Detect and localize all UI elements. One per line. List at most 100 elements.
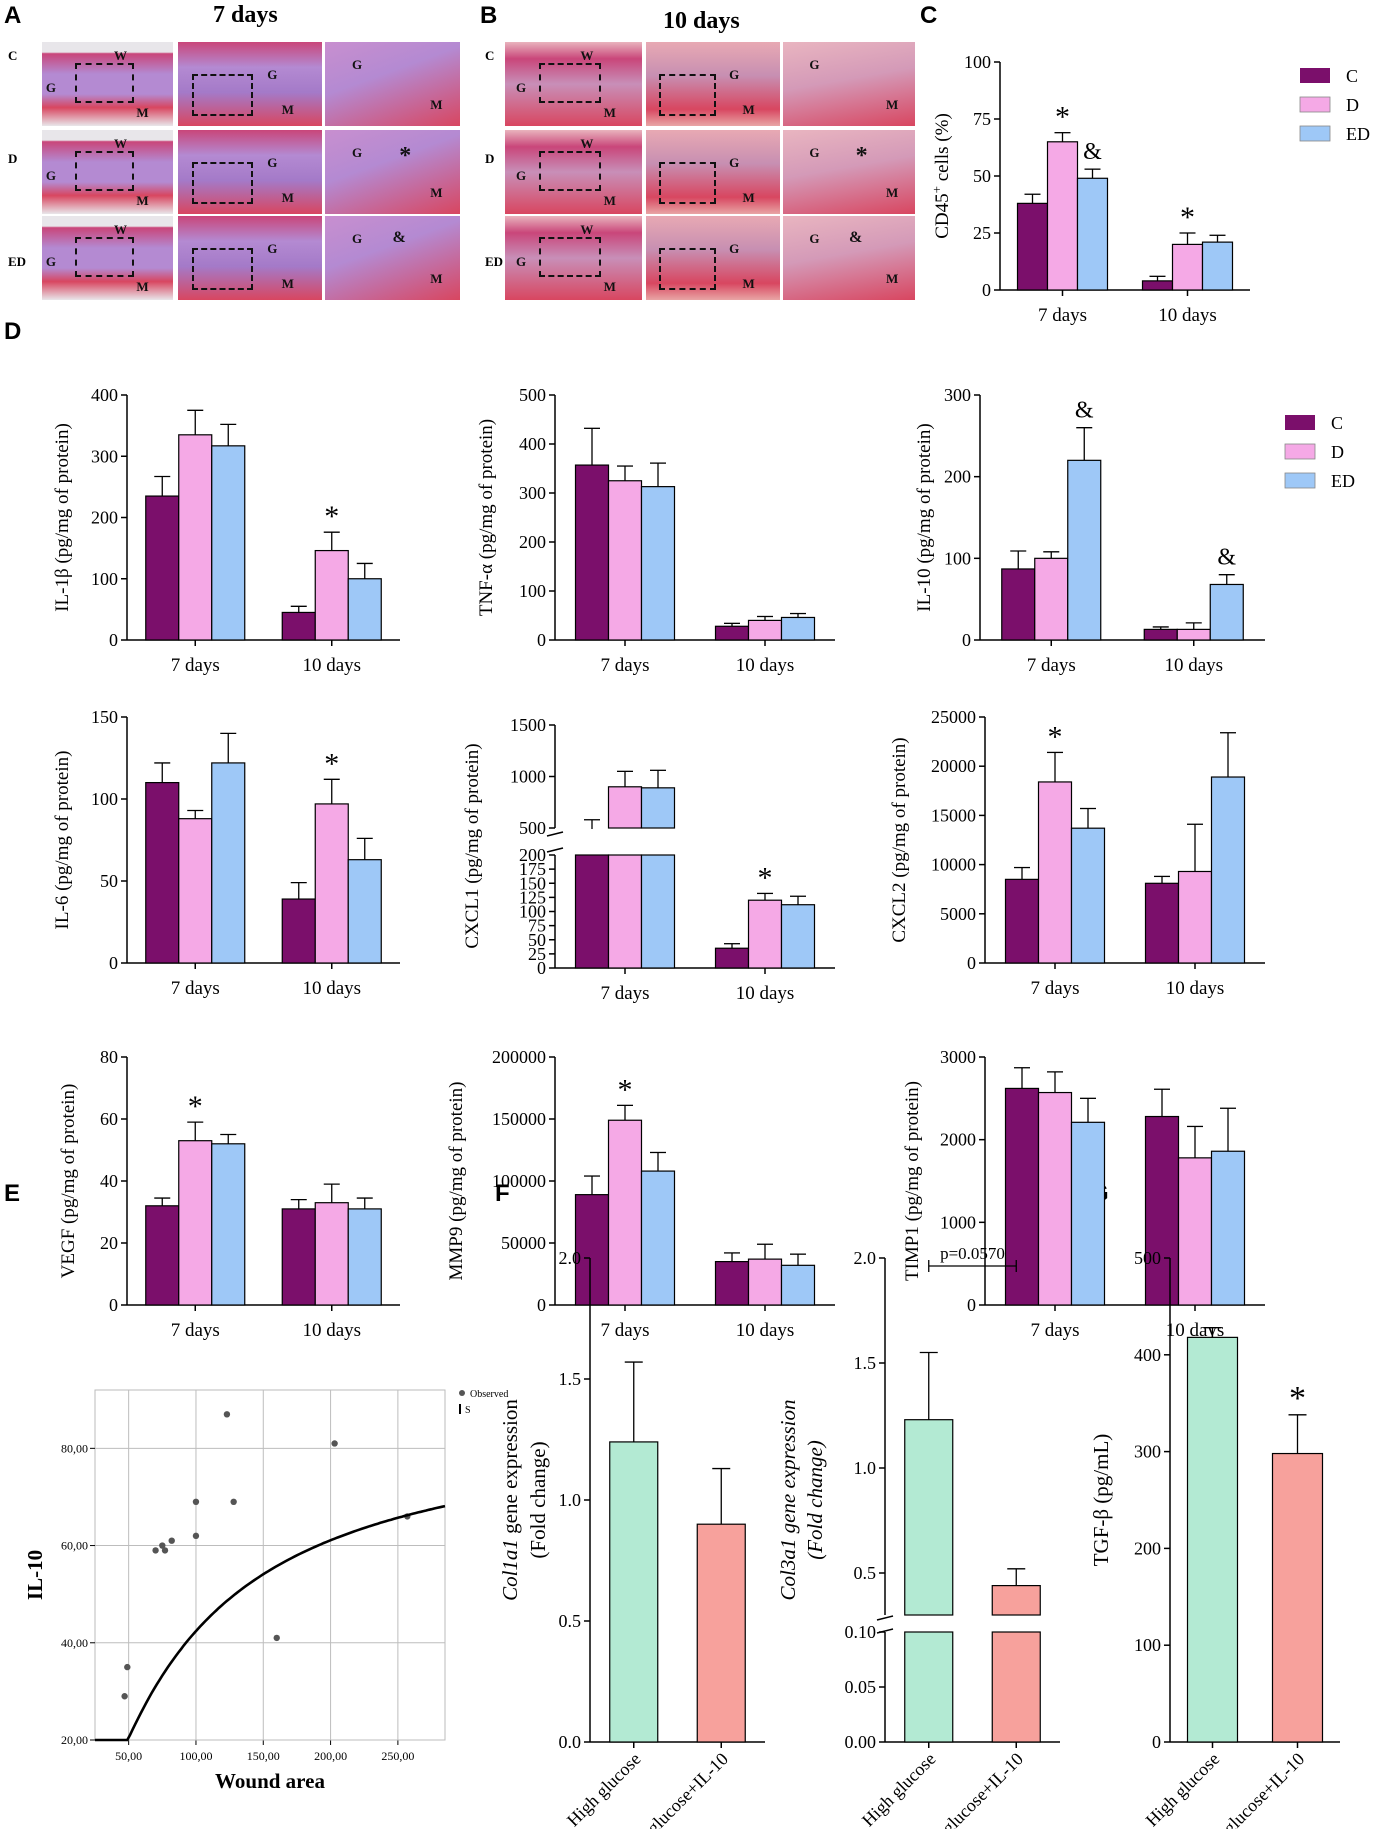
histology-panel-b-d-3: G M *: [783, 130, 915, 214]
F_col1a1-xtick-label-0: High glucose: [563, 1749, 645, 1829]
D_timp1-ytick-label-1000: 1000: [940, 1212, 976, 1232]
D_vegf-bar-D-0: [178, 1140, 213, 1306]
C_cd45-bar-D-1: [1171, 243, 1204, 291]
D_il6-annotation-0: *: [324, 747, 339, 780]
D_cxcl1-bar-upper-ED-0: [640, 787, 676, 829]
C_cd45-bar-ED-1: [1201, 241, 1234, 291]
histology-panel-b-ed-1: W G M: [505, 216, 642, 300]
C_cd45-bar-C-0: [1016, 202, 1049, 291]
D_cxcl1-ytick-label-up-500: 500: [519, 818, 546, 838]
D_cxcl1-ytick-label-up-1000: 1000: [510, 767, 546, 787]
D_vegf-annotation-0: *: [188, 1090, 203, 1123]
histology-b-ed-2-zoom-box: [659, 247, 716, 290]
scatter-legend-observed-marker: [459, 1390, 465, 1396]
C_cd45-bar-D-0: [1046, 141, 1079, 291]
histology-b-ed-2-label-m: M: [742, 276, 755, 292]
histology-row-label-b-ed: ED: [485, 254, 504, 269]
scatter-legend-fit-label: S: [465, 1405, 471, 1416]
D_mmp9-ytick-label-0: 0: [537, 1295, 546, 1315]
D_mmp9-xtick-label-0: 7 days: [600, 1320, 649, 1341]
D_vegf-ytick-label-60: 60: [100, 1109, 118, 1129]
scatter-xtick-label-150: 150,00: [247, 1749, 280, 1763]
G_tgfb-ytick-label-500: 500: [1134, 1248, 1161, 1268]
D_mmp9-ylabel: MMP9 (pg/mg of protein): [446, 1082, 467, 1281]
scatter-ylabel: IL-10: [23, 1550, 47, 1600]
scatter-point-7: [192, 1532, 200, 1540]
histology-a-c-1-label-w: W: [114, 48, 128, 63]
chart-D_il6: 0 50 100 150 7 days 10 days * IL-6 (pg/mg of pr…: [52, 707, 400, 999]
col1a1-ylabel-rest: gene expression: [498, 1399, 522, 1539]
histology-a-ed-2-label-g: G: [267, 241, 278, 257]
D_il10-bar-ED-1: [1209, 583, 1244, 641]
histology-row-label-a-ed: ED: [8, 254, 27, 269]
D_il6-xtick-label-0: 7 days: [171, 978, 220, 999]
D_cxcl1-annotation-0: *: [758, 861, 773, 894]
chart-D_il1b: 0 100 200 300 400 7 days 10 days * IL-1β (pg/mg …: [52, 385, 400, 676]
chart-D_tnfa: 0 100 200 300 400 500 7 days 10 days TNF-α (pg/m…: [476, 385, 835, 676]
D_cxcl1-ytick-label-low-100: 100: [519, 902, 546, 922]
D_vegf-ytick-label-40: 40: [100, 1171, 118, 1191]
col3a1-bar-lower-0: [904, 1631, 954, 1743]
D_il6-bar-ED-0: [211, 762, 246, 964]
D_tnfa-bar-D-0: [607, 480, 643, 641]
scatter-ytick-label-80: 80,00: [61, 1441, 88, 1455]
histology-b-d-2-label-m: M: [742, 190, 755, 206]
histology-a-d-2-zoom-box: [192, 161, 253, 204]
scatter-ytick-label-60: 60,00: [61, 1539, 88, 1553]
D_vegf-ylabel: VEGF (pg/mg of protein): [58, 1084, 79, 1279]
D_cxcl2-annotation-0: *: [1048, 720, 1063, 753]
D_cxcl1-axis-break: [547, 833, 837, 850]
chart-D_cxcl2: 0 5000 10000 15000 20000 25000 7 days 10 days * C…: [889, 707, 1265, 999]
G_tgfb-xtick-label-0: High glucose: [1142, 1749, 1224, 1829]
C_cd45-ylabel: CD45+ cells (%): [929, 113, 954, 239]
D_mmp9-bar-ED-1: [780, 1264, 816, 1306]
col3a1-ytick-label-low-0.05: 0.05: [845, 1677, 877, 1697]
D_cxcl2-xtick-label-1: 10 days: [1166, 978, 1225, 999]
legend-c-label-c: C: [1346, 66, 1358, 86]
D_cxcl1-ytick-label-low-200: 200: [519, 845, 546, 865]
col3a1-break-mark-2: [876, 1628, 894, 1634]
D_cxcl1-ytick-label-up-1500: 1500: [510, 715, 546, 735]
scatter-point-1: [124, 1663, 131, 1671]
D_il1b-ytick-label-400: 400: [91, 385, 118, 405]
D_vegf-bar-D-1: [314, 1202, 349, 1306]
F_col1a1-ytick-label-2.0: 2.0: [559, 1248, 582, 1268]
D_cxcl1-bar-lower-D-0: [607, 854, 643, 969]
histology-a-ed-2-zoom-box: [192, 247, 253, 290]
D_timp1-xtick-label-0: 7 days: [1030, 1320, 1079, 1341]
G_tgfb-ytick-label-0: 0: [1152, 1732, 1161, 1752]
D_cxcl1-ytick-label-low-150: 150: [519, 873, 546, 893]
D_il1b-xtick-label-1: 10 days: [302, 655, 361, 676]
histology-b-d-1-zoom-box: [539, 151, 601, 192]
D_mmp9-bar-D-0: [607, 1119, 643, 1306]
D_cxcl1-ytick-label-low-50: 50: [528, 930, 546, 950]
histology-row-label-a-c: C: [8, 48, 18, 63]
scatter-ytick-label-40: 40,00: [61, 1636, 88, 1650]
col1a1-ylabel-gene: Col1a1: [498, 1539, 522, 1601]
D_mmp9-xtick-label-1: 10 days: [736, 1320, 795, 1341]
D_cxcl2-bar-D-0: [1037, 781, 1073, 964]
histology-b-d-3-asterisk: *: [855, 142, 868, 169]
scatter-point-9: [230, 1498, 237, 1506]
scatter-xtick-label-200: 200,00: [314, 1749, 347, 1763]
D_il1b-ylabel: IL-1β (pg/mg of protein): [52, 423, 73, 612]
histology-b-ed-1-zoom-box: [539, 237, 601, 278]
histology-a-d-2-label-g: G: [267, 155, 278, 171]
D_il6-bar-C-1: [281, 898, 316, 964]
histology-a-c-1-label-m: M: [136, 105, 149, 120]
histology-a-d-3-label-g: G: [352, 145, 363, 161]
col1a1-ylabel-line2: (Fold change): [526, 1441, 550, 1558]
F_col1a1-bar-1: [696, 1523, 746, 1743]
legend-c-label-d: D: [1346, 95, 1359, 115]
col3a1-bar-upper-1: [991, 1584, 1041, 1616]
C_cd45-annotation-0: *: [1055, 101, 1070, 134]
D_il6-bar-C-0: [145, 781, 180, 964]
legend-d-label-c: C: [1331, 413, 1343, 433]
D_tnfa-bar-D-1: [747, 619, 783, 641]
histology-panel-b-c-1: W G M: [505, 42, 642, 126]
histology-a-c-2-label-m: M: [281, 102, 294, 118]
scatter-legend-observed-label: Observed: [470, 1389, 508, 1400]
